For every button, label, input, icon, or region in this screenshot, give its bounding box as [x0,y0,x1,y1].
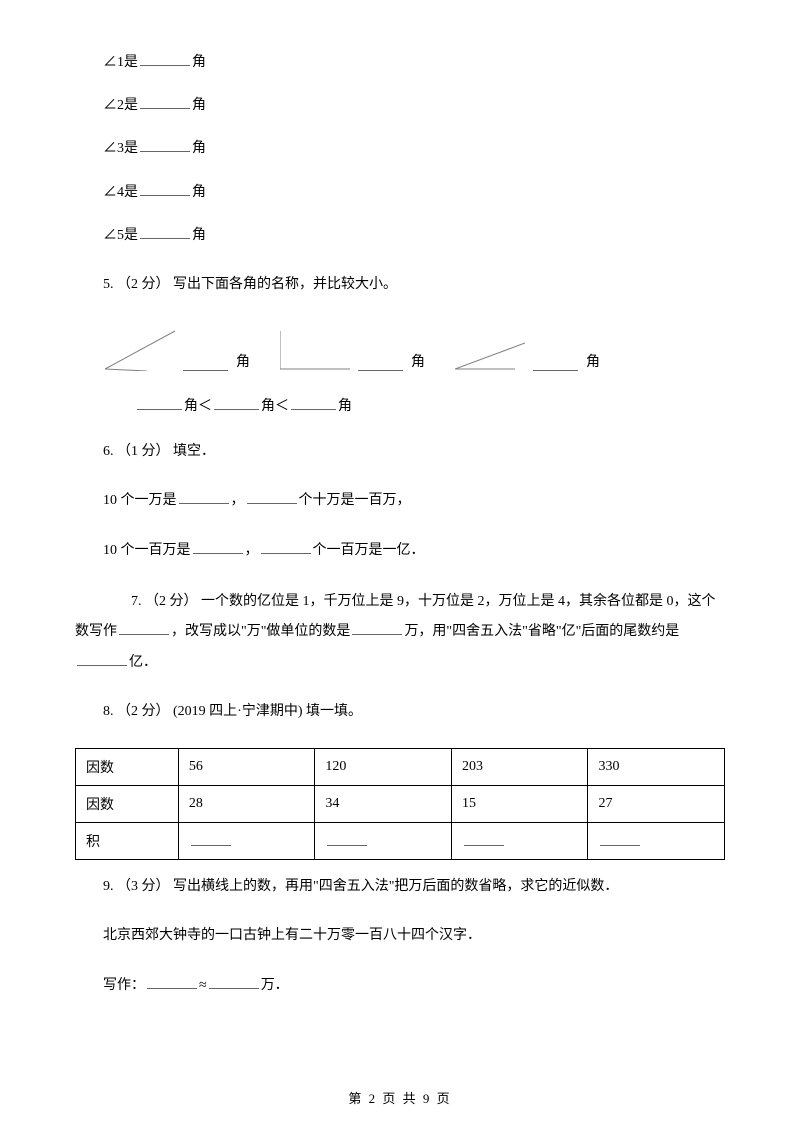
q4-suf-5: 角 [192,228,206,243]
q9-wb: ≈ [199,978,207,993]
q6-l1b: ， [231,493,245,508]
q6-l2b: ， [245,543,259,558]
cell: 15 [451,786,588,823]
q4-suf-3: 角 [192,141,206,156]
table-row: 积 [76,823,725,860]
blank [140,138,190,152]
q9-write: 写作： ≈ 万． [75,973,725,998]
cmp-2: 角＜ [261,399,289,414]
blank [137,396,182,410]
q4-suf-2: 角 [192,98,206,113]
angle-item-2: 角 [280,321,425,371]
q6-prompt: 6. （1 分） 填空． [75,439,725,464]
angle-item-3: 角 [455,321,600,371]
q9-wa: 写作： [103,978,145,993]
cell: 27 [588,786,725,823]
blank [209,975,259,989]
blank [214,396,259,410]
q4-item-2: ∠2是 角 [75,93,725,118]
q6-l1a: 10 个一万是 [103,493,177,508]
cell [451,823,588,860]
blank [179,490,229,504]
q4-pre-4: ∠4是 [103,185,138,200]
blank [77,652,127,666]
q4-pre-5: ∠5是 [103,228,138,243]
cell-header: 积 [76,823,179,860]
cell: 28 [178,786,315,823]
cell: 56 [178,749,315,786]
q4-item-4: ∠4是 角 [75,180,725,205]
blank [247,490,297,504]
blank [183,357,228,371]
q9-wc: 万． [261,978,289,993]
blank [533,357,578,371]
q9-prompt: 9. （3 分） 写出横线上的数，再用"四舍五入法"把万后面的数省略，求它的近似… [75,874,725,899]
q8-table: 因数 56 120 203 330 因数 28 34 15 27 积 [75,748,725,860]
angle-item-1: 角 [105,321,250,371]
cell: 34 [315,786,452,823]
q7-b: ，改写成以"万"做单位的数是 [171,624,350,639]
q4-pre-3: ∠3是 [103,141,138,156]
q4-suf-4: 角 [192,185,206,200]
q5-prompt: 5. （2 分） 写出下面各角的名称，并比较大小。 [75,272,725,297]
cell: 330 [588,749,725,786]
blank [140,95,190,109]
cell: 120 [315,749,452,786]
q8-prompt: 8. （2 分） (2019 四上·宁津期中) 填一填。 [75,699,725,724]
blank [140,182,190,196]
q4-pre-1: ∠1是 [103,55,138,70]
q6-line1: 10 个一万是 ， 个十万是一百万， [75,488,725,513]
angle-label-2: 角 [411,351,425,371]
q6-l1c: 个十万是一百万， [299,493,411,508]
cmp-3: 角 [338,399,352,414]
table-row: 因数 56 120 203 330 [76,749,725,786]
blank [464,832,504,846]
q5-compare: 角＜ 角＜ 角 [135,395,725,415]
blank [600,832,640,846]
q4-suf-1: 角 [192,55,206,70]
angle-label-3: 角 [586,351,600,371]
cmp-1: 角＜ [184,399,212,414]
q5-angles: 角 角 角 [105,321,725,371]
q4-item-1: ∠1是 角 [75,50,725,75]
blank [291,396,336,410]
q4-item-3: ∠3是 角 [75,136,725,161]
blank [261,540,311,554]
q7-text: 7. （2 分） 一个数的亿位是 1，千万位上是 9，十万位是 2，万位上是 4… [75,587,725,679]
blank [358,357,403,371]
angle-right-icon [280,321,350,371]
blank [193,540,243,554]
q4-item-5: ∠5是 角 [75,223,725,248]
blank [140,225,190,239]
q4-pre-2: ∠2是 [103,98,138,113]
blank [140,52,190,66]
cell-header: 因数 [76,749,179,786]
cell: 203 [451,749,588,786]
blank [327,832,367,846]
blank [119,621,169,635]
q7-d: 亿． [129,655,157,670]
cell-header: 因数 [76,786,179,823]
blank [191,832,231,846]
q6-line2: 10 个一百万是 ， 个一百万是一亿． [75,538,725,563]
blank [147,975,197,989]
q6-l2a: 10 个一百万是 [103,543,191,558]
q7-c: 万，用"四舍五入法"省略"亿"后面的尾数约是 [404,624,679,639]
q9-text1: 北京西郊大钟寺的一口古钟上有二十万零一百八十四个汉字． [75,923,725,948]
page-footer: 第 2 页 共 9 页 [0,1088,800,1107]
cell [588,823,725,860]
cell [315,823,452,860]
blank [352,621,402,635]
table-row: 因数 28 34 15 27 [76,786,725,823]
angle-obtuse-icon [105,321,175,371]
angle-label-1: 角 [236,351,250,371]
angle-acute-icon [455,321,525,371]
q6-l2c: 个一百万是一亿． [313,543,425,558]
cell [178,823,315,860]
